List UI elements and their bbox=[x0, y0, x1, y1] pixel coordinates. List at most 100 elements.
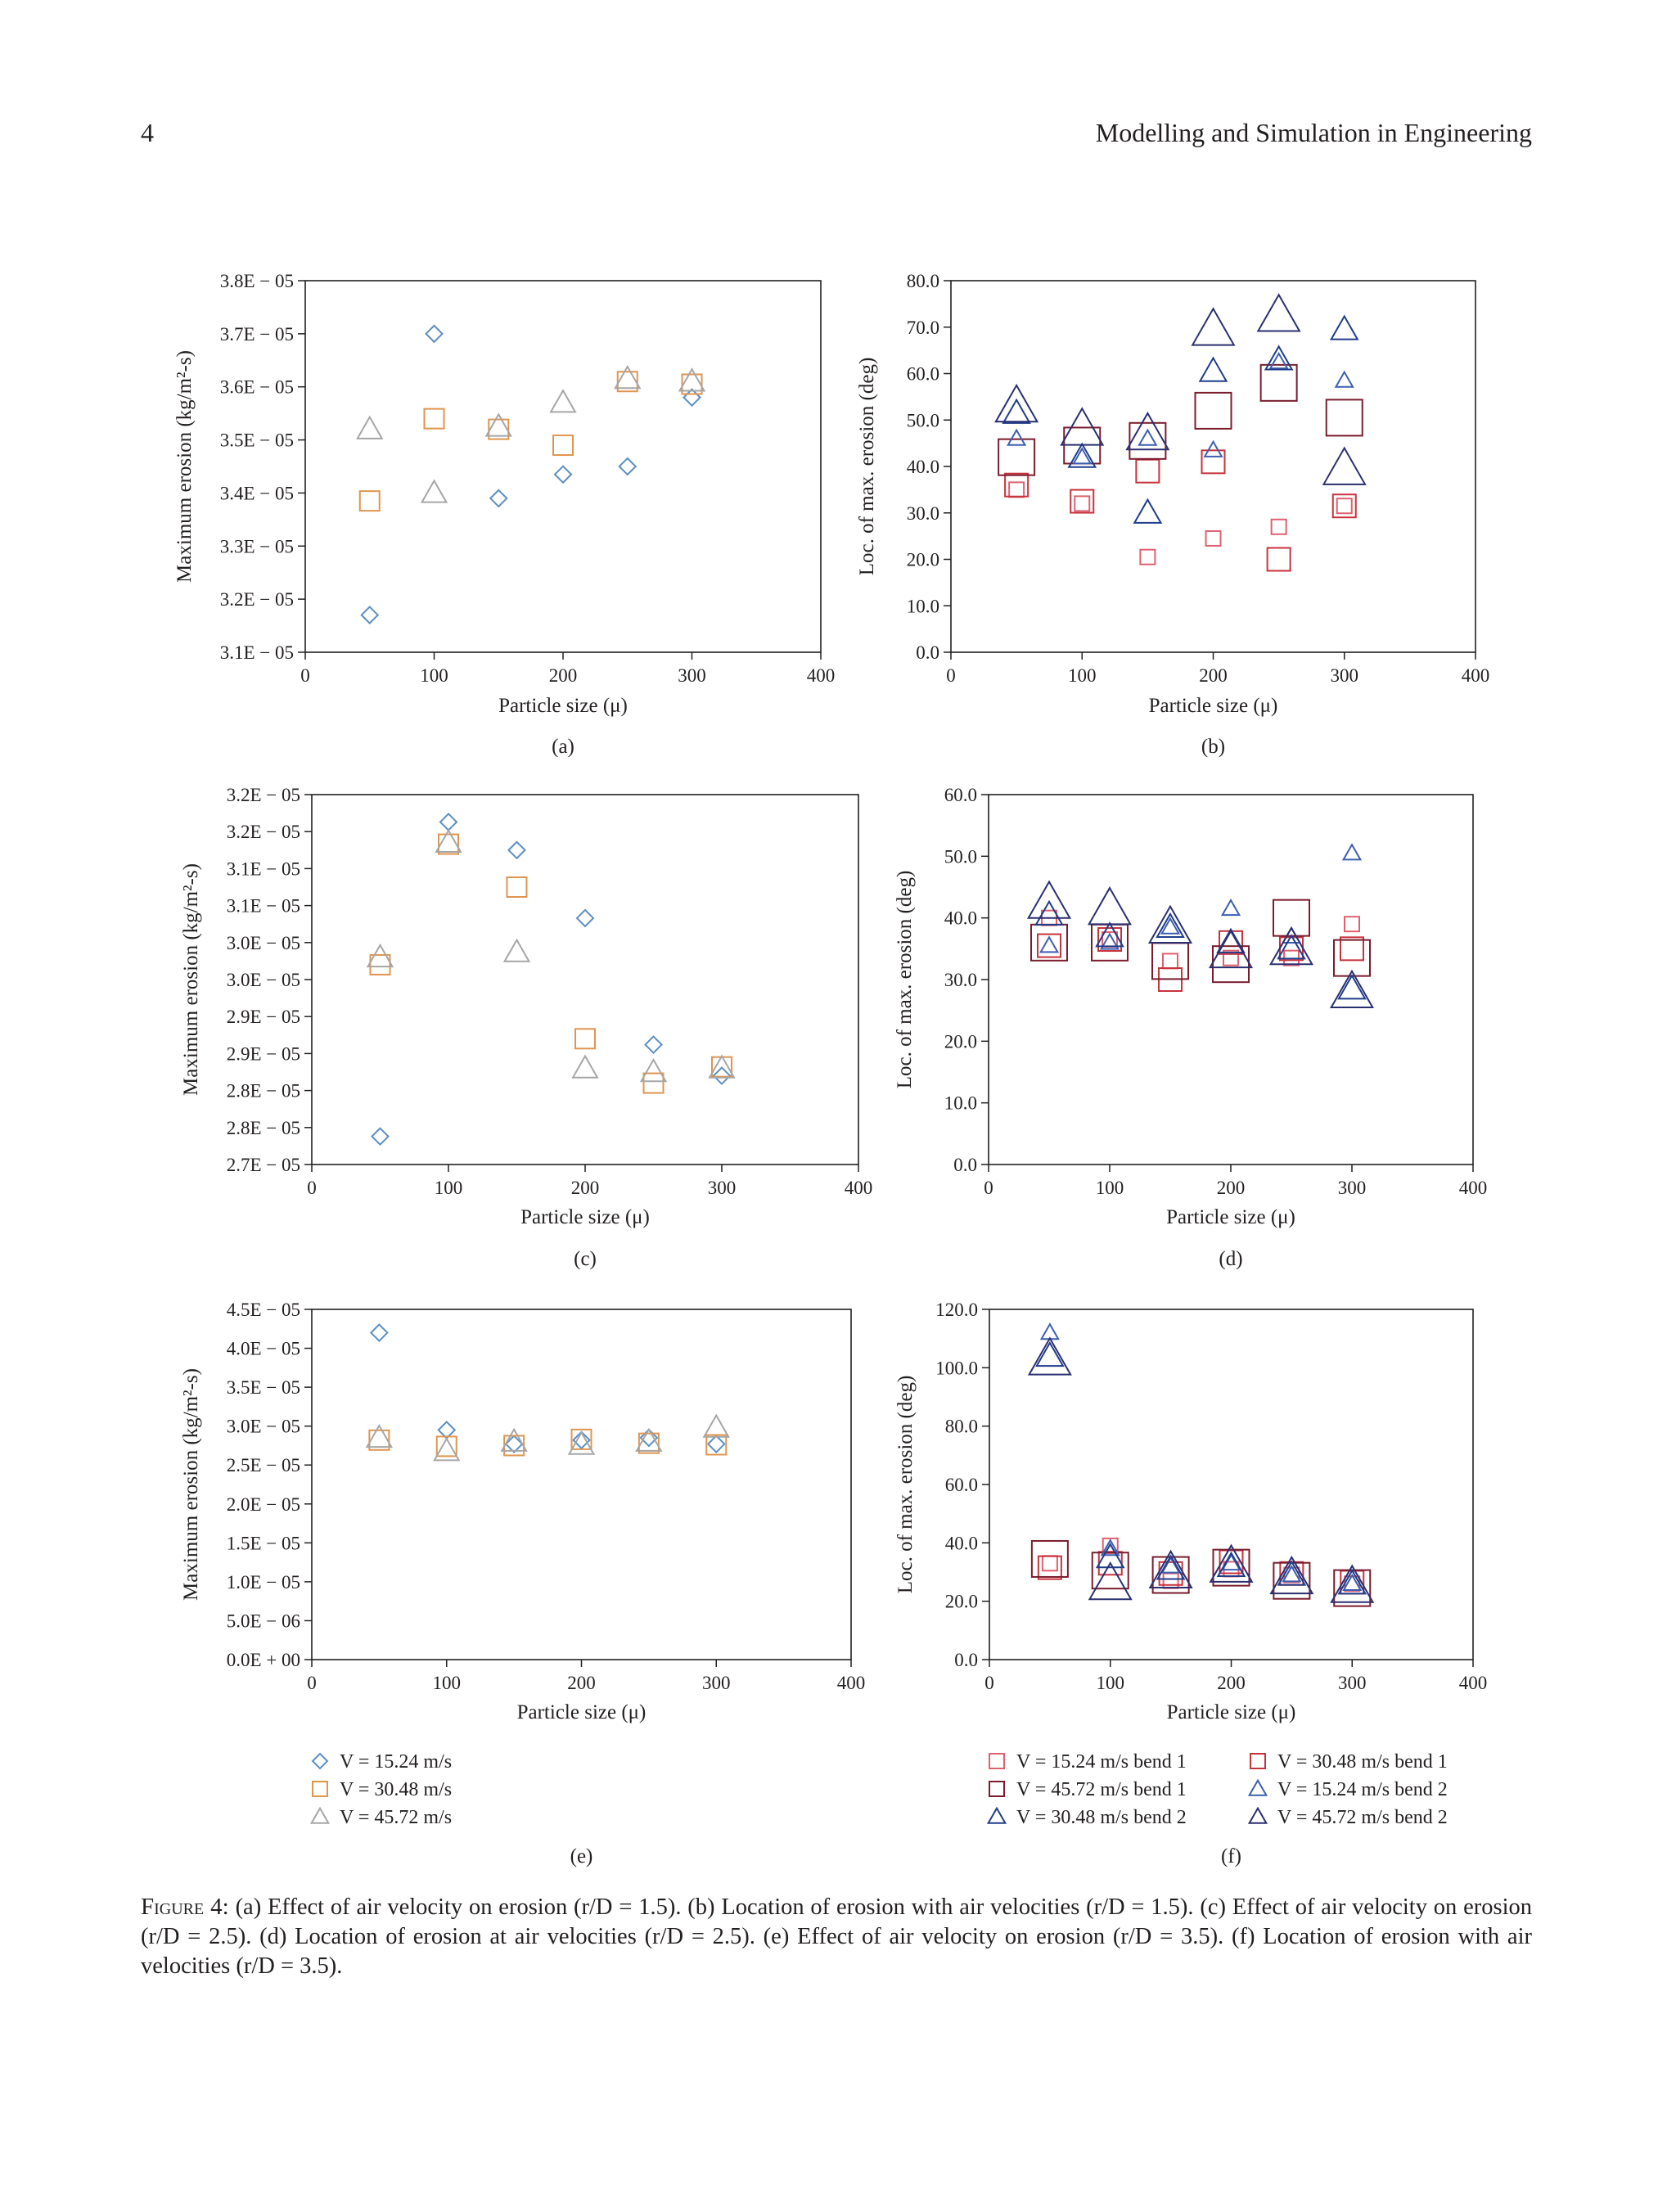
y-tick-label: 3.0E − 05 bbox=[227, 1417, 300, 1437]
y-axis-label: Maximum erosion (kg/m²-s) bbox=[173, 350, 196, 583]
series-b1_15 bbox=[1041, 1537, 1361, 1593]
data-point bbox=[1097, 927, 1122, 953]
data-point bbox=[1337, 974, 1367, 1000]
x-tick-label: 300 bbox=[678, 665, 706, 686]
x-tick-label: 0 bbox=[307, 1673, 317, 1693]
x-axis-label: Particle size (μ) bbox=[1166, 1206, 1295, 1228]
data-point bbox=[572, 1430, 591, 1450]
figure-caption: Figure 4: (a) Effect of air velocity on … bbox=[141, 1892, 1532, 1981]
legend-marker bbox=[989, 1753, 1005, 1769]
data-point bbox=[1072, 447, 1093, 465]
data-point bbox=[1147, 904, 1193, 944]
x-tick-label: 400 bbox=[1459, 1673, 1488, 1693]
data-point bbox=[706, 1435, 726, 1453]
data-point bbox=[1277, 934, 1306, 960]
data-point bbox=[1088, 1561, 1133, 1601]
plot-frame bbox=[311, 794, 859, 1165]
data-point bbox=[1336, 498, 1353, 515]
data-point bbox=[678, 367, 706, 392]
series-b2_45 bbox=[994, 293, 1367, 485]
data-point bbox=[639, 1058, 668, 1083]
x-tick-label: 100 bbox=[433, 1673, 462, 1693]
data-point bbox=[616, 371, 638, 393]
data-point bbox=[702, 1413, 730, 1438]
y-tick-label: 2.9E − 05 bbox=[227, 1043, 300, 1064]
data-point bbox=[1026, 880, 1072, 919]
legend-label: V = 45.72 m/s bbox=[340, 1807, 452, 1828]
data-point bbox=[507, 840, 526, 860]
y-tick-label: 3.2E − 05 bbox=[227, 822, 300, 842]
series-v15 bbox=[360, 324, 701, 625]
y-tick-label: 60.0 bbox=[945, 1475, 978, 1495]
y-tick-label: 3.4E − 05 bbox=[220, 483, 294, 503]
chart-c: 2.7E − 05 2.8E − 05 2.8E − 05 2.9E − 05 2.9E… bbox=[180, 785, 872, 1270]
data-point bbox=[644, 1035, 663, 1054]
data-point bbox=[1138, 428, 1158, 446]
data-point bbox=[638, 1432, 660, 1454]
y-tick-label: 100.0 bbox=[935, 1358, 978, 1378]
data-point bbox=[506, 876, 528, 898]
data-point bbox=[1344, 916, 1360, 933]
series-b1_15 bbox=[1041, 909, 1360, 970]
panel-label: (c) bbox=[574, 1248, 597, 1270]
data-point bbox=[1160, 917, 1181, 935]
y-tick-label: 10.0 bbox=[944, 1093, 977, 1114]
x-tick-label: 200 bbox=[567, 1673, 596, 1693]
data-point bbox=[994, 383, 1039, 423]
data-point bbox=[489, 489, 508, 508]
y-tick-label: 3.8E − 05 bbox=[220, 271, 294, 291]
data-point bbox=[1004, 472, 1029, 498]
data-point bbox=[639, 1428, 659, 1448]
legend-marker bbox=[311, 1752, 329, 1770]
x-tick-label: 100 bbox=[1096, 1178, 1124, 1198]
data-point bbox=[356, 415, 384, 439]
data-point bbox=[1266, 547, 1291, 572]
series-v30 bbox=[369, 833, 732, 1094]
data-point bbox=[1156, 912, 1185, 939]
y-tick-label: 0.0 bbox=[954, 1650, 978, 1670]
y-tick-label: 0.0E + 00 bbox=[227, 1650, 300, 1670]
data-point bbox=[1334, 370, 1354, 388]
x-tick-label: 100 bbox=[1097, 1673, 1125, 1693]
y-tick-label: 70.0 bbox=[907, 318, 939, 338]
data-point bbox=[1264, 345, 1294, 371]
y-tick-label: 30.0 bbox=[944, 970, 977, 990]
data-point bbox=[1027, 1336, 1072, 1376]
x-tick-label: 300 bbox=[1338, 1178, 1367, 1198]
data-point bbox=[571, 1054, 599, 1079]
series-v45 bbox=[366, 828, 736, 1083]
data-point bbox=[1087, 886, 1133, 926]
data-point bbox=[1342, 1573, 1363, 1592]
data-point bbox=[1129, 421, 1167, 460]
data-point bbox=[1135, 458, 1160, 484]
legend-marker bbox=[1247, 1778, 1268, 1796]
y-tick-label: 2.9E − 05 bbox=[227, 1007, 300, 1027]
legend-label: V = 15.24 m/s bbox=[340, 1751, 452, 1773]
x-tick-label: 400 bbox=[837, 1673, 866, 1693]
y-tick-label: 3.1E − 05 bbox=[220, 642, 294, 663]
data-point bbox=[1270, 518, 1287, 535]
data-point bbox=[1060, 407, 1105, 446]
data-point bbox=[1037, 933, 1061, 958]
series-b1_30 bbox=[1037, 1549, 1365, 1595]
data-point bbox=[1095, 1543, 1125, 1569]
data-point bbox=[1133, 498, 1163, 524]
data-point bbox=[1125, 411, 1170, 451]
data-point bbox=[1330, 1564, 1375, 1603]
caption-lead: Figure 4: bbox=[141, 1894, 229, 1920]
x-tick-label: 400 bbox=[1462, 665, 1490, 686]
data-point bbox=[614, 365, 642, 390]
legend-marker bbox=[312, 1781, 328, 1797]
caption-text: (a) Effect of air velocity on erosion (r… bbox=[141, 1894, 1532, 1979]
y-tick-label: 20.0 bbox=[907, 550, 939, 570]
data-point bbox=[552, 435, 574, 457]
y-tick-label: 2.8E − 05 bbox=[227, 1081, 300, 1101]
series-b2_45 bbox=[1026, 880, 1375, 1009]
data-point bbox=[1331, 493, 1357, 519]
series-b1_30 bbox=[1004, 449, 1357, 572]
data-point bbox=[1268, 926, 1314, 966]
y-tick-label: 0.0 bbox=[916, 642, 939, 663]
data-point bbox=[500, 1427, 528, 1452]
data-point bbox=[1282, 1565, 1302, 1583]
data-point bbox=[420, 479, 448, 503]
